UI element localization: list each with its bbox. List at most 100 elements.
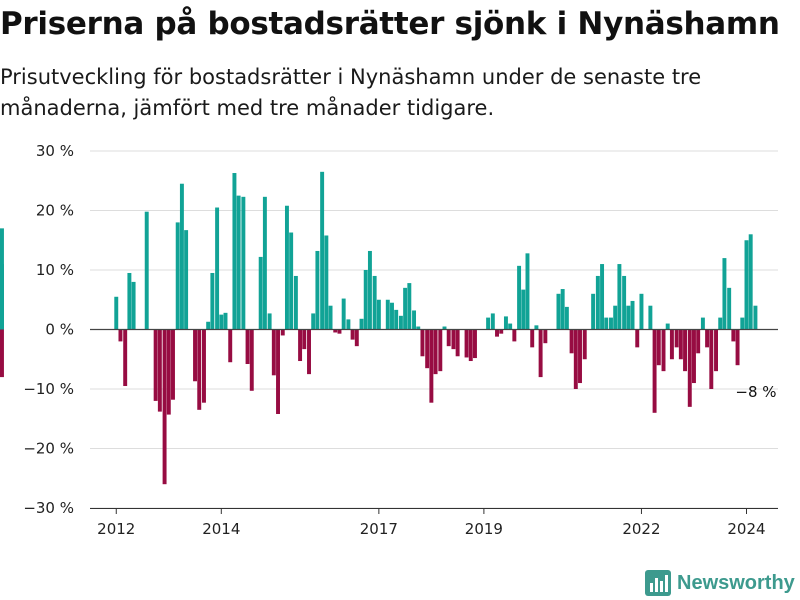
bar	[403, 287, 408, 330]
bar	[473, 329, 477, 359]
bar	[451, 329, 456, 350]
bar	[153, 329, 158, 401]
bar	[162, 329, 167, 485]
bar	[613, 305, 618, 330]
bar	[249, 329, 254, 391]
bar	[385, 299, 390, 330]
bar	[416, 326, 421, 330]
bar	[678, 329, 683, 360]
bar	[622, 275, 627, 330]
chart-title: Priserna på bostadsrätter sjönk i Nynäsh…	[0, 6, 780, 42]
bar	[683, 329, 688, 372]
bar	[464, 329, 469, 358]
bar	[367, 250, 372, 330]
bar	[127, 272, 132, 330]
bar	[705, 329, 710, 348]
bar	[144, 211, 149, 330]
bar	[363, 270, 368, 330]
bar	[748, 234, 753, 330]
bar	[521, 289, 526, 330]
bar	[210, 272, 215, 330]
bar	[652, 329, 657, 413]
bar	[262, 196, 267, 330]
bar	[341, 298, 346, 330]
bar	[718, 317, 723, 330]
bar	[543, 329, 548, 344]
bar	[359, 318, 364, 330]
bar	[639, 293, 644, 330]
bar	[578, 329, 582, 384]
last-value-annotation: −8 %	[735, 383, 776, 401]
bar	[267, 313, 272, 330]
bar	[114, 296, 119, 330]
bar	[595, 275, 600, 330]
bar	[665, 323, 670, 330]
bar	[284, 205, 289, 330]
y-tick-label: 0 %	[45, 321, 74, 339]
bar	[604, 317, 609, 330]
bar	[157, 329, 162, 412]
y-tick-label: 30 %	[36, 142, 74, 160]
bar-chart-logo-icon	[645, 570, 671, 596]
y-tick-label: −20 %	[23, 440, 74, 458]
bar	[582, 329, 587, 360]
x-tick-label: 2019	[465, 520, 503, 538]
bar	[407, 283, 412, 330]
bar	[499, 329, 504, 334]
bar	[131, 281, 136, 330]
bar	[556, 293, 561, 330]
y-tick-label: −10 %	[23, 380, 74, 398]
bar	[503, 316, 508, 330]
x-tick-label: 2017	[360, 520, 398, 538]
bar	[538, 329, 543, 378]
bar	[315, 250, 320, 330]
bar	[118, 329, 123, 342]
bar	[337, 329, 342, 334]
bar	[740, 317, 745, 330]
bar	[630, 300, 635, 330]
bar	[271, 329, 276, 376]
bar	[425, 329, 430, 369]
bar	[626, 305, 631, 330]
bar	[236, 195, 241, 330]
bar	[171, 329, 175, 400]
bar	[490, 313, 495, 330]
bar	[512, 329, 517, 342]
bar	[600, 264, 605, 330]
bar	[635, 329, 640, 348]
y-tick-label: −30 %	[23, 499, 74, 517]
bar	[656, 329, 661, 366]
bar	[731, 329, 736, 342]
bar	[486, 317, 491, 330]
bar	[320, 171, 325, 330]
bar	[289, 232, 294, 330]
bar	[398, 315, 403, 330]
bar	[179, 183, 184, 330]
bar	[508, 323, 513, 330]
bar	[468, 329, 473, 362]
bar	[687, 329, 692, 407]
bar	[241, 196, 246, 330]
bar	[696, 329, 701, 354]
bar	[609, 317, 613, 330]
x-tick-label: 2012	[97, 520, 135, 538]
bar	[617, 264, 622, 330]
bar	[648, 305, 653, 330]
bar	[123, 329, 128, 387]
bar	[223, 312, 228, 330]
bar	[206, 321, 211, 330]
bar	[219, 314, 224, 330]
bar	[517, 265, 522, 330]
newsworthy-logo: Newsworthy	[645, 568, 795, 598]
bar	[709, 329, 714, 389]
bar	[0, 329, 4, 378]
bar	[446, 329, 451, 347]
bar	[534, 325, 539, 330]
bar	[346, 319, 351, 330]
bar	[0, 228, 4, 330]
bar	[573, 329, 578, 389]
bar	[215, 207, 220, 330]
brand-name: Newsworthy	[677, 571, 795, 594]
x-tick-label: 2024	[727, 520, 765, 538]
